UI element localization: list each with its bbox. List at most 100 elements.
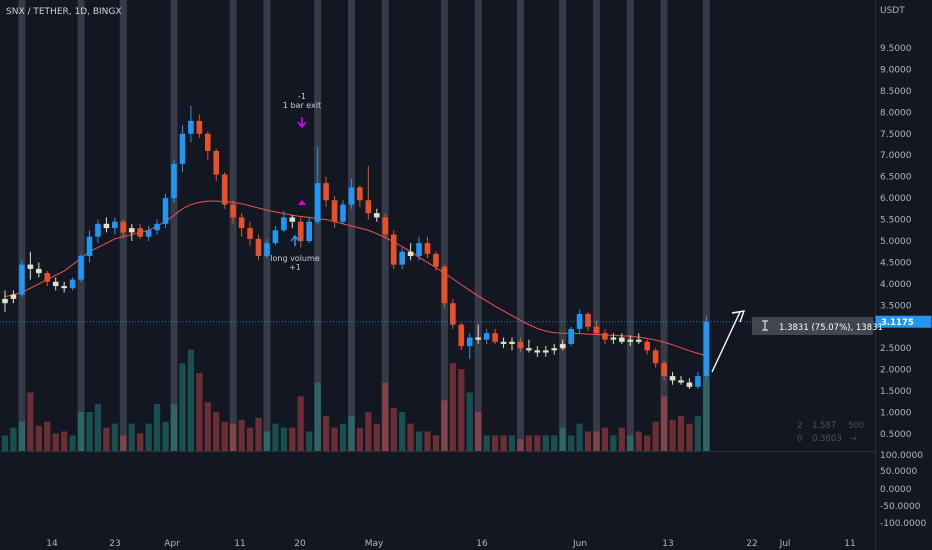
candle-body[interactable]: [458, 324, 465, 347]
candle-body[interactable]: [526, 348, 532, 351]
candle-body[interactable]: [255, 238, 262, 257]
candle-body[interactable]: [466, 337, 473, 347]
volume-bar: [568, 435, 575, 451]
candle-body[interactable]: [179, 133, 186, 164]
candle-body[interactable]: [44, 273, 51, 282]
candle-body[interactable]: [610, 337, 617, 340]
candle-body[interactable]: [120, 221, 127, 233]
candle-body[interactable]: [559, 343, 566, 349]
volume-bar: [314, 382, 321, 451]
candle-body[interactable]: [171, 163, 177, 199]
candle-body[interactable]: [678, 380, 684, 383]
candle-body[interactable]: [424, 243, 431, 254]
candle-body[interactable]: [357, 187, 363, 201]
candle-body[interactable]: [543, 350, 549, 353]
candle-body[interactable]: [585, 313, 591, 327]
candle-body[interactable]: [627, 339, 634, 342]
candle-body[interactable]: [281, 217, 287, 231]
measure-box[interactable]: [752, 317, 873, 335]
candle-body[interactable]: [289, 217, 296, 222]
candle-body[interactable]: [374, 213, 380, 218]
price-tick-label: 7.0000: [880, 151, 912, 161]
candle-body[interactable]: [52, 281, 59, 287]
time-tick-label: 14: [46, 539, 58, 549]
candle-body[interactable]: [390, 234, 397, 265]
candle-body[interactable]: [703, 321, 710, 377]
candle-body[interactable]: [686, 382, 693, 387]
candle-body[interactable]: [103, 223, 110, 229]
candle-body[interactable]: [27, 264, 34, 269]
candle-body[interactable]: [61, 286, 67, 289]
candle-body[interactable]: [534, 350, 541, 353]
candle-body[interactable]: [162, 198, 169, 224]
candle-body[interactable]: [517, 341, 524, 349]
candle-body[interactable]: [112, 221, 118, 229]
candle-body[interactable]: [483, 333, 490, 340]
volume-bar: [69, 435, 76, 451]
candle-body[interactable]: [399, 251, 405, 265]
candle-body[interactable]: [205, 133, 211, 151]
volume-bar: [154, 404, 161, 451]
candle-body[interactable]: [365, 200, 372, 214]
candle-body[interactable]: [475, 337, 481, 340]
candle-body[interactable]: [492, 333, 498, 342]
candle-body[interactable]: [272, 230, 279, 244]
price-tick-label: 2.0000: [880, 366, 912, 376]
candle-body[interactable]: [196, 120, 203, 134]
candle-body[interactable]: [154, 223, 160, 231]
candle-body[interactable]: [695, 376, 701, 387]
candle-body[interactable]: [551, 348, 558, 351]
candle-body[interactable]: [247, 228, 253, 239]
candle-body[interactable]: [661, 363, 667, 377]
candle-body[interactable]: [128, 228, 135, 233]
candle-body[interactable]: [2, 298, 8, 304]
candle-body[interactable]: [340, 204, 346, 222]
candle-body[interactable]: [306, 221, 312, 241]
candle-body[interactable]: [635, 339, 642, 342]
candle-body[interactable]: [69, 279, 76, 289]
candle-body[interactable]: [188, 120, 194, 134]
candle-body[interactable]: [644, 341, 650, 351]
candle-body[interactable]: [86, 236, 93, 257]
candle-body[interactable]: [619, 337, 625, 342]
candle-body[interactable]: [348, 187, 355, 205]
session-band: [170, 0, 178, 451]
candle-body[interactable]: [331, 200, 338, 222]
candle-body[interactable]: [593, 326, 600, 334]
candle-body[interactable]: [264, 243, 270, 257]
candle-body[interactable]: [509, 341, 515, 344]
candle-body[interactable]: [416, 243, 422, 257]
candle-body[interactable]: [602, 333, 608, 340]
candle-body[interactable]: [145, 230, 152, 237]
candle-body[interactable]: [297, 221, 304, 241]
candle-body[interactable]: [137, 228, 143, 237]
candle-body[interactable]: [652, 350, 659, 364]
volume-bar: [466, 392, 473, 451]
candle-body[interactable]: [19, 264, 25, 295]
candle-body[interactable]: [407, 251, 414, 257]
candle-body[interactable]: [450, 303, 456, 325]
candle-body[interactable]: [323, 183, 329, 201]
candle-body[interactable]: [230, 204, 236, 218]
candle-body[interactable]: [238, 217, 245, 229]
candle-body[interactable]: [669, 376, 676, 381]
candle-body[interactable]: [500, 341, 507, 344]
candle-body[interactable]: [78, 256, 84, 280]
overlay-value: 0.3603: [812, 434, 842, 444]
candle-body[interactable]: [433, 253, 439, 267]
candle-body[interactable]: [10, 294, 17, 299]
oscillator-tick-label: 0.0000: [880, 485, 912, 495]
candle-body[interactable]: [221, 174, 228, 205]
candle-body[interactable]: [314, 183, 321, 222]
candle-body[interactable]: [213, 150, 220, 175]
candle-body[interactable]: [382, 217, 389, 235]
candle-body[interactable]: [568, 328, 574, 344]
candle-body[interactable]: [95, 223, 101, 237]
volume-bar: [272, 423, 279, 451]
volume-bar: [10, 427, 17, 451]
time-tick-label: Apr: [164, 539, 180, 549]
candle-body[interactable]: [36, 268, 42, 274]
candle-body[interactable]: [441, 266, 448, 304]
